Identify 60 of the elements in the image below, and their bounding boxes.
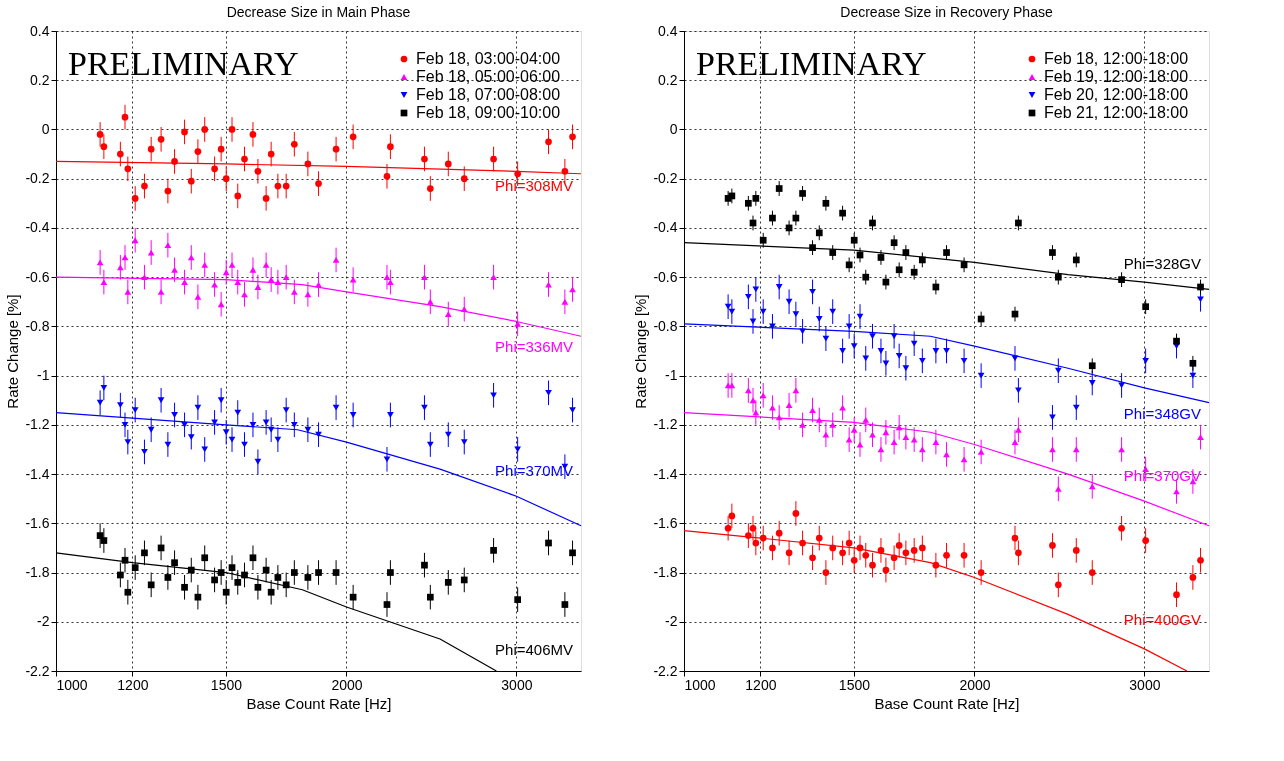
y-tick-label: -0.2: [653, 170, 678, 187]
legend-label: Feb 19, 12:00-18:00: [1044, 68, 1189, 85]
legend-label: Feb 20, 12:00-18:00: [1044, 86, 1189, 103]
x-tick-label: 1000: [684, 676, 716, 693]
y-tick-label: -1.8: [653, 564, 678, 581]
y-tick-label: -1.2: [653, 416, 678, 433]
y-tick-label: -1.2: [25, 416, 50, 433]
legend-label: Feb 18, 07:00-08:00: [416, 86, 561, 103]
y-axis-title: Rate Change [%]: [632, 294, 650, 409]
y-tick-label: -0.2: [25, 170, 50, 187]
y-tick-label: -1: [665, 367, 678, 384]
legend-label: Feb 18, 12:00-18:00: [1044, 50, 1189, 67]
y-tick-label: -2: [665, 613, 678, 630]
series-label: Phi=336MV: [495, 338, 573, 356]
x-tick-label: 2000: [331, 676, 363, 693]
x-tick-label: 2000: [959, 676, 991, 693]
y-tick-label: -2.2: [25, 662, 50, 679]
x-tick-label: 1500: [210, 676, 243, 693]
y-axis-title: Rate Change [%]: [4, 294, 22, 409]
legend-label: Feb 18, 03:00-04:00: [416, 50, 561, 67]
x-tick-label: 1200: [117, 676, 149, 693]
y-tick-label: 0.2: [30, 71, 50, 88]
series-label: Phi=406MV: [495, 641, 573, 659]
y-tick-label: -0.8: [653, 317, 678, 334]
x-tick-label: 3000: [1129, 676, 1161, 693]
annotation: PRELIMINARY: [68, 45, 299, 82]
x-tick-label: 1000: [56, 676, 88, 693]
y-tick-label: -0.4: [25, 219, 50, 236]
x-axis-title: Base Count Rate [Hz]: [874, 694, 1020, 712]
series-label: Phi=348GV: [1123, 404, 1201, 422]
y-tick-label: -1.4: [653, 465, 678, 482]
y-tick-label: -0.6: [25, 268, 50, 285]
y-tick-label: -2: [37, 613, 50, 630]
y-tick-label: -0.8: [25, 317, 50, 334]
x-axis-title: Base Count Rate [Hz]: [246, 694, 392, 712]
chart-title: Decrease Size in Recovery Phase: [840, 4, 1053, 20]
y-tick-label: -0.4: [653, 219, 678, 236]
series-label: Phi=308MV: [495, 176, 573, 194]
legend-label: Feb 21, 12:00-18:00: [1044, 104, 1189, 121]
y-tick-label: -1: [37, 367, 50, 384]
y-tick-label: -1.6: [25, 514, 50, 531]
series-label: Phi=400GV: [1123, 611, 1201, 629]
y-tick-label: -0.6: [653, 268, 678, 285]
annotation: PRELIMINARY: [696, 45, 927, 82]
y-tick-label: -1.6: [653, 514, 678, 531]
y-tick-label: -2.2: [653, 662, 678, 679]
x-tick-label: 1500: [838, 676, 871, 693]
y-tick-label: 0: [669, 120, 678, 137]
chart-title: Decrease Size in Main Phase: [226, 4, 411, 20]
legend-label: Feb 18, 05:00-06:00: [416, 68, 561, 85]
y-tick-label: -1.8: [25, 564, 50, 581]
y-tick-label: 0: [41, 120, 50, 137]
y-tick-label: 0.4: [658, 22, 678, 39]
y-tick-label: -1.4: [25, 465, 50, 482]
y-tick-label: 0.4: [30, 22, 50, 39]
x-tick-label: 3000: [501, 676, 533, 693]
legend-label: Feb 18, 09:00-10:00: [416, 104, 561, 121]
y-tick-label: 0.2: [658, 71, 678, 88]
series-label: Phi=328GV: [1123, 255, 1201, 273]
x-tick-label: 1200: [745, 676, 777, 693]
